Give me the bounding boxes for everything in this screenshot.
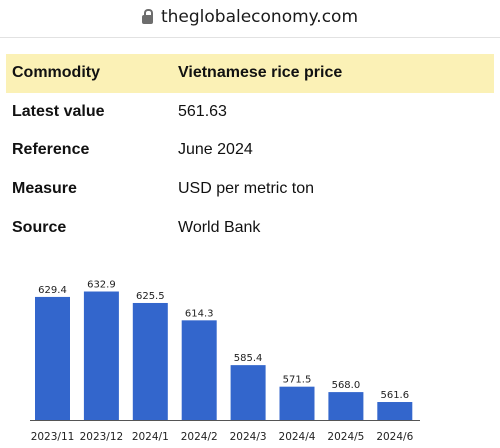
bar[interactable] (35, 296, 70, 420)
row-label: Source (12, 218, 67, 236)
table-row-latest-value: Latest value 561.63 (6, 93, 494, 132)
row-value: June 2024 (178, 141, 253, 159)
row-value: World Bank (178, 218, 261, 236)
bar[interactable] (230, 365, 266, 420)
row-value: 561.63 (178, 102, 227, 120)
data-label: 561.6 (380, 390, 409, 401)
bar[interactable] (83, 291, 119, 420)
table-row-reference: Reference June 2024 (6, 131, 494, 170)
x-tick-label: 2023/11 (31, 431, 75, 443)
bar[interactable] (132, 302, 168, 420)
table-row-source: Source World Bank (6, 208, 494, 247)
data-label: 629.4 (38, 285, 67, 296)
data-label: 571.5 (283, 375, 312, 386)
x-tick-label: 2024/4 (279, 431, 316, 443)
data-label: 632.9 (87, 280, 116, 291)
x-tick-label: 2024/5 (327, 431, 364, 443)
bar[interactable] (181, 320, 217, 420)
x-tick-label: 2024/2 (181, 431, 218, 443)
x-tick-label: 2024/6 (376, 431, 413, 443)
row-label: Measure (12, 180, 77, 198)
bar-chart: 629.4 2023/11 632.9 2023/12 625.5 2024/1 614.3… (30, 280, 420, 443)
row-value: Vietnamese rice price (178, 54, 494, 93)
data-label: 585.4 (234, 353, 263, 364)
row-label: Commodity (6, 54, 178, 93)
lock-icon (141, 9, 153, 24)
table-row-commodity: Commodity Vietnamese rice price (6, 54, 494, 93)
bar[interactable] (279, 386, 315, 420)
row-label: Reference (12, 141, 90, 159)
table-row-measure: Measure USD per metric ton (6, 170, 494, 209)
data-label: 614.3 (185, 308, 214, 319)
x-tick-label: 2023/12 (80, 431, 124, 443)
bar[interactable] (377, 402, 413, 420)
row-label: Latest value (12, 102, 105, 120)
url-text: theglobaleconomy.com (160, 7, 359, 27)
info-table: Commodity Vietnamese rice price Latest v… (6, 54, 494, 247)
x-tick-label: 2024/1 (132, 431, 169, 443)
row-value: USD per metric ton (178, 180, 315, 198)
divider (0, 37, 500, 38)
address-bar[interactable]: theglobaleconomy.com (0, 0, 500, 34)
data-label: 625.5 (136, 291, 165, 302)
data-label: 568.0 (332, 380, 361, 391)
x-tick-label: 2024/3 (230, 431, 267, 443)
bar[interactable] (328, 392, 364, 420)
